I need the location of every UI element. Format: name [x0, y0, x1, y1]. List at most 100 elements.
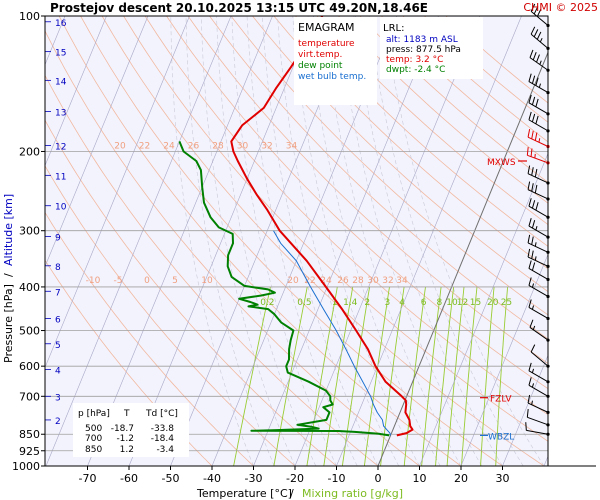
legend-box: EMAGRAM temperature virt.temp. dew point…: [294, 17, 377, 105]
legend-item-wet-bulb: wet bulb temp.: [298, 72, 366, 82]
wind-barb-flag: [534, 132, 538, 141]
wind-barb: [527, 234, 550, 254]
wind-barb: [527, 181, 550, 201]
table-cell: -18.4: [151, 434, 175, 444]
table-cell: 850: [85, 445, 102, 455]
table-header-td: Td [°C]: [145, 409, 178, 419]
lrl-title: LRL:: [383, 23, 404, 34]
wind-barb-flag: [536, 31, 542, 40]
altitude-label: 13: [55, 108, 66, 118]
wind-barb-flag: [528, 218, 532, 227]
level-markers: MXWS FZLV WBZL: [480, 158, 527, 442]
dry-adiabat: [338, 16, 548, 204]
wind-barb-flag: [530, 26, 536, 35]
dry-adiabat: [166, 16, 548, 390]
wind-barb-half-flag: [532, 325, 536, 330]
adiabat-label: 34: [396, 276, 408, 286]
wind-barb-flag: [533, 29, 539, 37]
wind-barb-flag: [529, 49, 534, 58]
lrl-alt: alt: 1183 m ASL: [386, 35, 458, 45]
wind-barb: [528, 73, 550, 95]
wind-barb-flag: [531, 167, 534, 176]
table-cell: 1.2: [120, 445, 134, 455]
wind-barb-flag: [533, 6, 539, 15]
wind-barb-flag: [527, 248, 531, 258]
wind-barb-staff: [530, 351, 549, 367]
isotherm: [87, 16, 273, 466]
altitude-label: 12: [55, 143, 66, 153]
mixing-ratio-label: 25: [501, 298, 512, 308]
sounding-series: [178, 16, 414, 437]
altitude-label: 5: [55, 341, 61, 351]
x-tick-label: 30: [496, 472, 510, 485]
adiabat-label: 24: [163, 141, 175, 151]
y-tick-label: 100: [19, 10, 40, 23]
x-tick-label: -70: [79, 472, 97, 485]
y-axis-separator: /: [2, 273, 15, 277]
wind-barb-flag: [535, 98, 539, 108]
isotherm: [45, 16, 232, 466]
lrl-press: press: 877.5 hPa: [386, 45, 461, 55]
marker-mxws-label: MXWS: [487, 158, 516, 168]
dry-adiabat: [252, 16, 548, 293]
wind-barb-flag: [527, 181, 531, 190]
x-tick-label: 10: [413, 472, 427, 485]
adiabat-label: 24: [320, 276, 332, 286]
wind-barb-flag: [535, 77, 539, 86]
y-tick-label: 925: [19, 445, 40, 458]
isotherm: [128, 16, 315, 466]
series-dew-point-line: [178, 141, 390, 437]
dry-adiabat: [316, 16, 548, 226]
dry-adiabat: [295, 16, 548, 247]
wind-barbs: [525, 3, 550, 436]
axes: -70 -60 -50 -40 -30 -20 -10 0 10 20 30100200300400…: [12, 10, 596, 485]
wind-barb-half-flag: [538, 138, 541, 143]
adiabat-label: 26: [188, 141, 200, 151]
wind-barb-half-flag: [531, 368, 535, 373]
wind-barb-flag: [528, 73, 532, 82]
wind-barb-flag: [531, 75, 536, 84]
adiabat-label: 0: [144, 276, 150, 286]
wind-barb-flag: [528, 299, 532, 308]
moist-adiabat: [170, 16, 254, 466]
altitude-label: 7: [55, 288, 61, 298]
wind-barb-flag: [531, 262, 536, 271]
wind-barb-staff: [526, 429, 549, 435]
wind-barb-half-flag: [539, 60, 542, 65]
marker-fzlv-label: FZLV: [490, 395, 512, 405]
wind-barb-half-flag: [531, 305, 535, 310]
wind-barb-flag: [527, 394, 531, 404]
wind-barb-half-flag: [535, 226, 538, 231]
wind-barb: [528, 111, 550, 133]
y-tick-label: 850: [19, 428, 40, 441]
altitude-label: 8: [55, 263, 61, 273]
dry-adiabat: [273, 16, 548, 270]
wind-barb: [527, 248, 550, 268]
series-temperature-line: [230, 16, 414, 437]
y-axis-label: Pressure [hPa]: [2, 284, 15, 363]
wind-barb-flag: [531, 96, 536, 106]
y-axis-altitude-label: Altitude [km]: [2, 194, 15, 266]
chart-title: Prostejov descent 20.10.2025 13:15 UTC 4…: [50, 1, 428, 15]
mixing-ratio-labels: 0.2 0.5 1 1.4 2 3 4 6 8 10 12 15 20 25: [260, 298, 512, 308]
wind-barb-flag: [528, 198, 532, 207]
table-header-t: T: [123, 409, 130, 419]
mixing-ratio-label: 0.5: [297, 298, 311, 308]
wind-barb-flag: [528, 260, 532, 269]
y-tick-label: 700: [19, 390, 40, 403]
wind-barb-flag: [528, 277, 532, 286]
lrl-temp: temp: 3.2 °C: [386, 55, 443, 65]
mixing-ratio-label: 10: [446, 298, 458, 308]
wind-barb-flag: [530, 148, 533, 157]
altitude-labels: 16 15 14 13 12 11 10 9 8 7 6 5 4 3 2: [45, 19, 67, 427]
wind-barb-flag: [527, 234, 531, 244]
wind-barb-flag: [531, 200, 536, 209]
legend-title: EMAGRAM: [298, 21, 355, 34]
wind-barb-half-flag: [539, 37, 543, 43]
dry-adiabat: [187, 16, 548, 365]
adiabat-label: 20: [287, 276, 299, 286]
wind-barb-flag: [531, 130, 534, 140]
wind-barb-flag: [536, 54, 540, 63]
altitude-label: 4: [55, 366, 61, 376]
mixing-ratio-label: 6: [421, 298, 427, 308]
